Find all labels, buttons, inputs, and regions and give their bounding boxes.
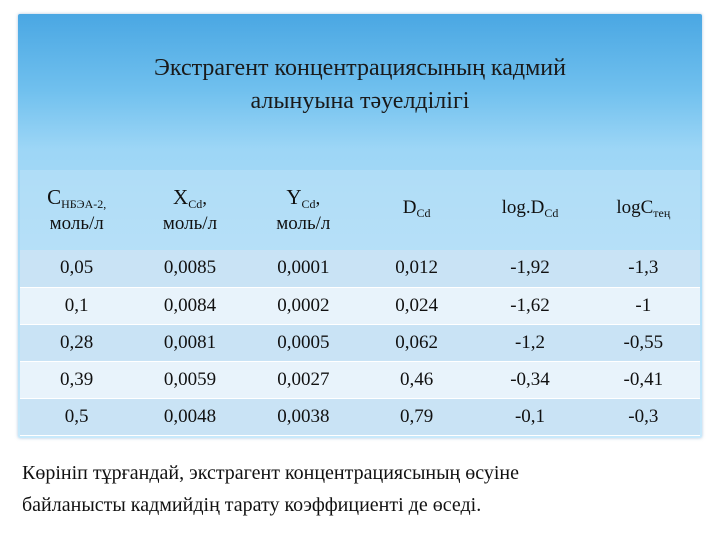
table-cell: -1,92 bbox=[473, 250, 587, 288]
table-cell: -1,62 bbox=[473, 287, 587, 325]
table-cell: -1 bbox=[586, 287, 700, 325]
table-cell: 0,024 bbox=[359, 287, 474, 325]
table-cell: -1,2 bbox=[473, 324, 587, 362]
table-row: 0,39 0,0059 0,0027 0,46 -0,34 -0,41 bbox=[20, 361, 700, 399]
table-cell: -1,3 bbox=[586, 250, 700, 288]
table-row: 0,28 0,0081 0,0005 0,062 -1,2 -0,55 bbox=[20, 324, 700, 362]
header-log-d-cd: log.DCd bbox=[501, 196, 559, 220]
table-cell: 0,012 bbox=[359, 250, 474, 288]
table-row: 0,05 0,0085 0,0001 0,012 -1,92 -1,3 bbox=[20, 250, 700, 288]
header-y-cd: YCd, моль/л bbox=[276, 184, 331, 234]
conclusion-line-1: Көрініп тұрғандай, экстрагент концентрац… bbox=[22, 462, 520, 484]
table-cell: 0,46 bbox=[359, 361, 474, 399]
table-cell: -0,41 bbox=[586, 361, 700, 399]
header-x-cd: XCd, моль/л bbox=[162, 184, 218, 234]
table-cell: 0,05 bbox=[20, 250, 134, 288]
table-cell: 0,0048 bbox=[133, 398, 247, 437]
table-cell: 0,79 bbox=[359, 398, 474, 437]
data-table: CНБЭА-2, моль/л XCd, моль/л YCd, моль/л DCd… bbox=[20, 170, 700, 437]
conclusion-line-2: байланысты кадмийдің тарату коэффициенті… bbox=[22, 494, 482, 516]
slide-title: Экстрагент концентрациясының кадмий алын… bbox=[18, 52, 702, 118]
table-cell: 0,0027 bbox=[246, 361, 360, 399]
table-cell: 0,0059 bbox=[133, 361, 247, 399]
table-row: 0,5 0,0048 0,0038 0,79 -0,1 -0,3 bbox=[20, 398, 700, 437]
table-cell: 0,0081 bbox=[133, 324, 247, 362]
table-cell: 0,5 bbox=[20, 398, 134, 437]
table-cell: 0,0002 bbox=[246, 287, 360, 325]
table-cell: 0,1 bbox=[20, 287, 134, 325]
table-cell: -0,3 bbox=[586, 398, 700, 437]
conclusion-text: Көрініп тұрғандай, экстрагент концентрац… bbox=[22, 457, 712, 521]
table-cell: 0,0001 bbox=[246, 250, 360, 288]
table-cell: -0,34 bbox=[473, 361, 587, 399]
table-cell: -0,55 bbox=[586, 324, 700, 362]
table-header-row: CНБЭА-2, моль/л XCd, моль/л YCd, моль/л DCd… bbox=[20, 170, 700, 250]
table-cell: 0,0005 bbox=[246, 324, 360, 362]
title-line-1: Экстрагент концентрациясының кадмий bbox=[154, 55, 566, 81]
table-cell: -0,1 bbox=[473, 398, 587, 437]
table-cell: 0,062 bbox=[359, 324, 474, 362]
table-cell: 0,0085 bbox=[133, 250, 247, 288]
header-d-cd: DCd bbox=[402, 196, 431, 220]
header-log-c-teng: logCтең bbox=[616, 196, 671, 220]
title-line-2: алынуына тәуелділігі bbox=[250, 88, 470, 114]
table-cell: 0,28 bbox=[20, 324, 134, 362]
table-cell: 0,0084 bbox=[133, 287, 247, 325]
table-cell: 0,39 bbox=[20, 361, 134, 399]
header-c-nbea: CНБЭА-2, моль/л bbox=[47, 184, 107, 234]
table-cell: 0,0038 bbox=[246, 398, 360, 437]
table-row: 0,1 0,0084 0,0002 0,024 -1,62 -1 bbox=[20, 287, 700, 325]
